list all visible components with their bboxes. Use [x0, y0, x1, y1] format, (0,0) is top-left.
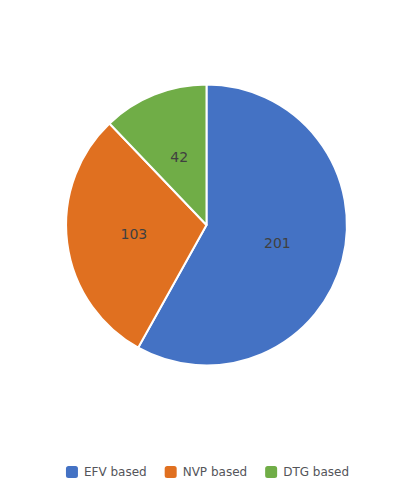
svg-text:201: 201 — [264, 235, 291, 251]
svg-text:42: 42 — [170, 149, 188, 165]
svg-text:DTG based: DTG based — [283, 465, 349, 479]
svg-text:103: 103 — [121, 226, 148, 242]
svg-text:EFV based: EFV based — [84, 465, 147, 479]
svg-text:NVP based: NVP based — [183, 465, 247, 479]
